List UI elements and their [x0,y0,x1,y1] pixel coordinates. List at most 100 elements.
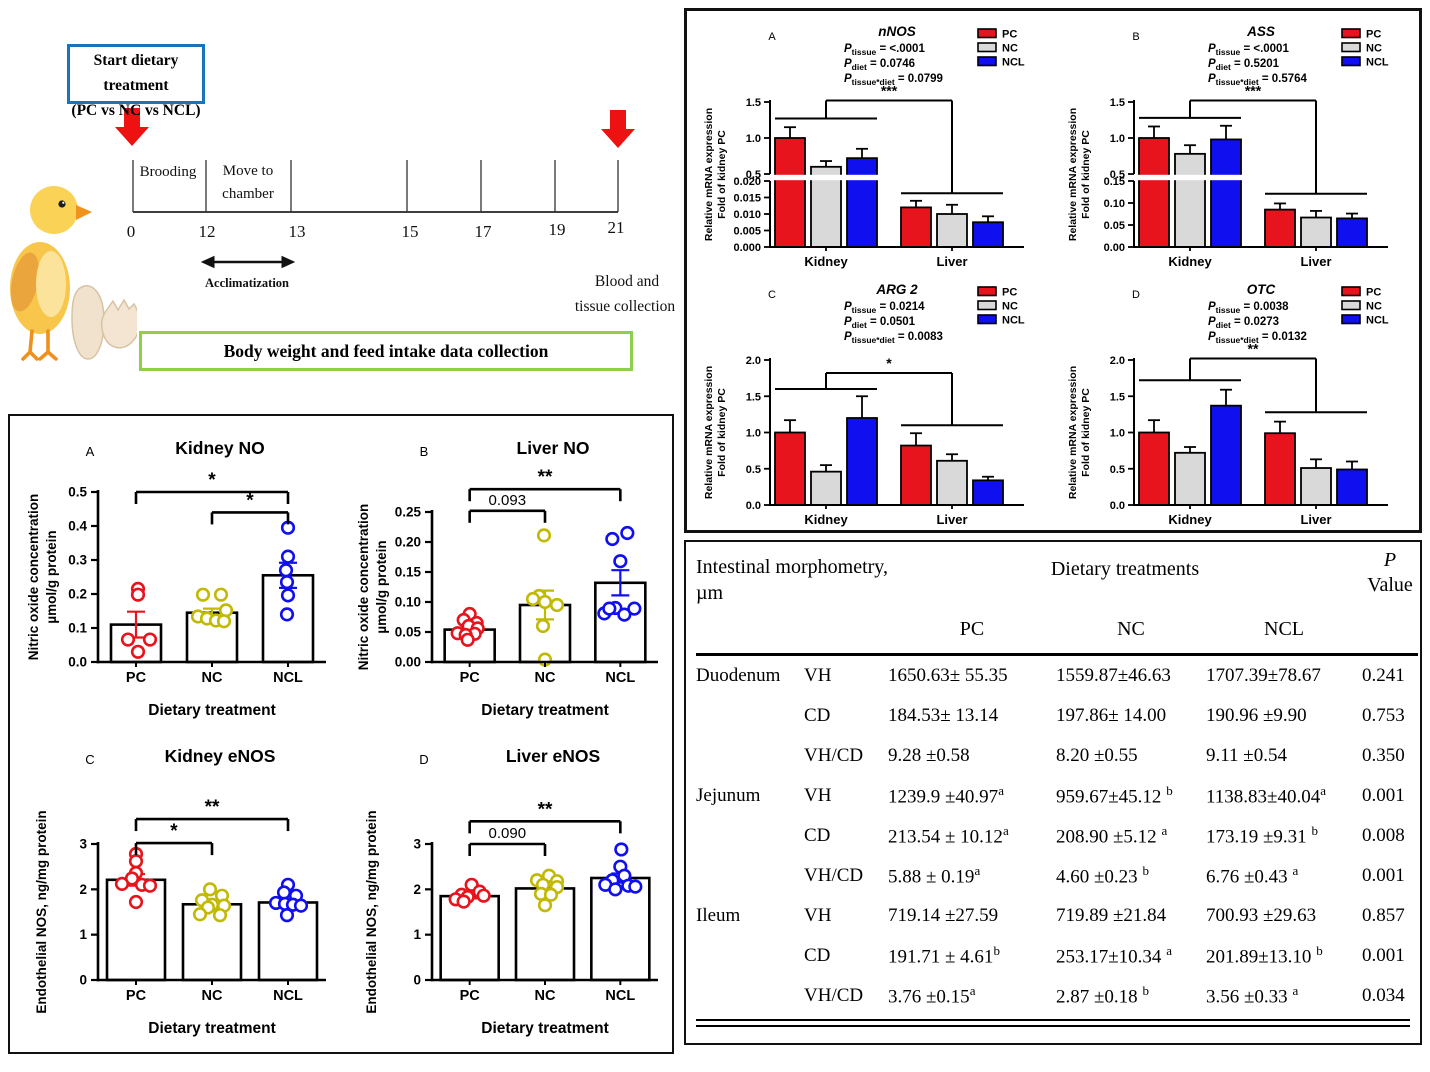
svg-text:0.0: 0.0 [68,655,87,670]
pvalue-cell: 0.350 [1362,745,1405,766]
svg-text:NCL: NCL [1002,57,1025,69]
pvalue-cell: 0.001 [1362,785,1405,806]
svg-text:Kidney: Kidney [1168,254,1212,269]
svg-text:NC: NC [1002,301,1018,313]
tick-label-19: 19 [548,220,566,239]
chick-beak [76,205,92,220]
chick-wing [10,252,40,312]
svg-text:Fold of kidney PC: Fold of kidney PC [716,130,728,219]
svg-text:0.00: 0.00 [395,655,421,670]
svg-text:1.0: 1.0 [1110,428,1125,440]
value-cell: 184.53± 13.14 [888,705,999,726]
blood-collection-line1: Blood and [594,273,660,290]
value-cell: 3.56 ±0.33 a [1206,983,1299,1008]
measure-cell: VH [804,785,832,806]
value-cell: 201.89±13.10 b [1206,943,1323,968]
svg-text:PC: PC [1366,287,1381,299]
timeline-graphic [115,108,635,269]
svg-text:NCL: NCL [273,988,303,1004]
svg-text:Kidney: Kidney [804,254,848,269]
svg-text:0.5: 0.5 [1110,169,1125,181]
value-cell: 1138.83±40.04a [1206,783,1327,808]
svg-text:0.2: 0.2 [68,587,87,602]
treatment-header-ncl: NCL [1264,618,1304,640]
liver-no-chart: Liver NO B 0.00 0.05 0.10 0.15 0.20 0.25 PC NC NCL… [356,438,658,719]
value-cell: 1559.87±46.63 [1056,665,1171,686]
svg-text:D: D [1132,289,1140,301]
svg-text:Kidney NO: Kidney NO [175,438,264,458]
svg-text:0.093: 0.093 [489,492,527,509]
svg-text:PC: PC [1366,29,1381,41]
table-row: VH/CD 3.76 ±0.15a 2.87 ±0.18 b 3.56 ±0.33 a… [696,976,1418,1016]
measure-cell: CD [804,825,831,846]
value-cell: 5.88 ± 0.19a [888,863,981,888]
svg-text:Ptissue*diet = 0.5764: Ptissue*diet = 0.5764 [1208,73,1308,87]
svg-text:Liver: Liver [936,254,967,269]
svg-text:NCL: NCL [605,670,635,686]
measure-cell: VH/CD [804,985,864,1006]
svg-text:1.5: 1.5 [746,391,761,403]
svg-text:Fold of kidney PC: Fold of kidney PC [716,388,728,477]
svg-text:0.5: 0.5 [746,169,761,181]
kidney-enos-chart: Kidney eNOS C 0 1 2 3 PC NC NCL Dietary treatment… [34,746,326,1037]
svg-text:Ptissue = 0.0038: Ptissue = 0.0038 [1208,301,1289,315]
svg-text:0.090: 0.090 [489,825,527,842]
svg-text:2: 2 [79,882,87,897]
tick-label-15: 15 [401,222,419,241]
value-cell: 190.96 ±9.90 [1206,705,1307,726]
svg-text:2.0: 2.0 [1110,355,1125,367]
svg-text:NC: NC [1366,43,1382,55]
table-bottom-rule [696,1019,1410,1027]
value-cell: 213.54 ± 10.12a [888,823,1009,848]
start-arrow-icon [115,108,149,146]
blood-collection-line2: tissue collection [574,298,676,315]
svg-text:ARG 2: ARG 2 [875,282,918,297]
p-header-symbol: P [1383,549,1397,571]
svg-text:0.25: 0.25 [395,505,422,520]
svg-text:**: ** [205,797,220,818]
tick-label-21: 21 [607,218,625,237]
svg-text:0.0: 0.0 [1110,500,1125,512]
p-header-word: Value [1367,574,1413,596]
table-row: CD 184.53± 13.14 197.86± 14.00 190.96 ±9.90… [696,696,1418,736]
svg-text:1.5: 1.5 [1110,97,1125,109]
svg-text:Relative mRNA expression: Relative mRNA expression [703,366,715,499]
chick-image [10,186,137,361]
svg-text:NC: NC [535,988,556,1004]
value-cell: 208.90 ±5.12 a [1056,823,1168,848]
svg-text:1.5: 1.5 [1110,391,1125,403]
svg-text:OTC: OTC [1247,282,1276,297]
svg-text:**: ** [538,799,553,820]
svg-text:C: C [768,289,776,301]
svg-text:0.015: 0.015 [733,193,761,205]
svg-text:0.5: 0.5 [746,464,761,476]
tick-label-0: 0 [126,222,136,241]
svg-text:Ptissue*diet = 0.0132: Ptissue*diet = 0.0132 [1208,331,1307,345]
start-treatment-box: Start dietary treatment (PC vs NC vs NCL… [67,44,205,119]
egg-shell-icon [71,285,105,360]
table-header: Intestinal morphometry, µm Dietary treat… [696,548,1418,656]
svg-text:Fold of kidney PC: Fold of kidney PC [1080,388,1092,477]
table-row: CD 191.71 ± 4.61b 253.17±10.34 a 201.89±13.… [696,936,1418,976]
table-row: CD 213.54 ± 10.12a 208.90 ±5.12 a 173.19 ±9… [696,816,1418,856]
svg-text:NC: NC [202,988,223,1004]
svg-text:PC: PC [460,988,481,1004]
timeline-panel: Start dietary treatment (PC vs NC vs NCL… [0,0,680,412]
table-row: Ileum VH 719.14 ±27.59 719.89 ±21.84 700.93 … [696,896,1418,936]
dietary-treatments-header: Dietary treatments [1050,558,1200,580]
chick-head [30,186,78,234]
value-cell: 1239.9 ±40.97a [888,783,1004,808]
svg-text:PC: PC [1002,29,1017,41]
svg-text:*: * [886,355,892,371]
svg-text:1.0: 1.0 [746,133,761,145]
liver-enos-chart: Liver eNOS D 0 1 2 3 PC NC NCL Dietary treatment E… [364,746,658,1037]
table-row: VH/CD 5.88 ± 0.19a 4.60 ±0.23 b 6.76 ±0.43 … [696,856,1418,896]
svg-text:NC: NC [1366,301,1382,313]
svg-text:NCL: NCL [1366,315,1389,327]
chick-legs [21,329,58,361]
pvalue-cell: 0.241 [1362,665,1405,686]
svg-text:Nitric oxide concentration: Nitric oxide concentration [26,494,41,661]
value-cell: 173.19 ±9.31 b [1206,823,1318,848]
